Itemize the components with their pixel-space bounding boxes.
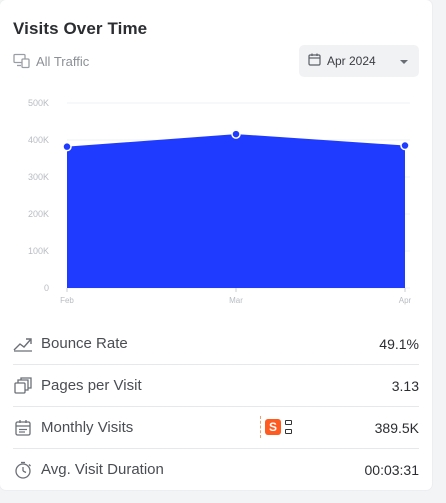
card-title: Visits Over Time [13,19,148,38]
y-tick-label: 400K [28,135,49,145]
extension-icon: S [265,419,281,435]
x-tick-label: Apr [399,296,412,305]
x-tick-label: Mar [229,296,243,305]
metric-label: Avg. Visit Duration [41,461,164,478]
metric-value: 3.13 [391,377,419,394]
traffic-label: All Traffic [36,53,90,69]
calendar-icon [13,418,33,438]
metric-label: Pages per Visit [41,377,142,394]
metrics-list: Bounce Rate 49.1% Pages per Visit 3.13 [13,323,419,490]
period-value: Apr 2024 [327,54,376,68]
metric-bounce-rate: Bounce Rate 49.1% [13,323,419,365]
drag-handle-icon [285,420,292,434]
data-point [62,141,72,152]
visits-card: Visits Over Time All Traffic Apr 2024 50… [0,0,432,490]
area-series [67,134,405,288]
traffic-filter: All Traffic [13,53,89,69]
stopwatch-icon [13,460,33,480]
data-point [231,129,241,139]
metric-pages-per-visit: Pages per Visit 3.13 [13,365,419,407]
x-tick-label: Feb [60,296,74,305]
metric-value: 00:03:31 [364,461,420,478]
y-tick-label: 0 [44,283,49,293]
y-tick-label: 200K [28,209,49,219]
y-tick-label: 100K [28,246,49,256]
metric-value: 389.5K [374,419,419,436]
calendar-icon [308,53,321,69]
devices-icon [13,53,31,69]
metric-value: 49.1% [379,335,419,352]
metric-label: Bounce Rate [41,335,128,352]
metric-label: Monthly Visits [41,419,134,436]
trend-icon [13,334,33,354]
chevron-down-icon [399,54,409,68]
data-point [400,140,410,151]
y-tick-label: 500K [28,98,49,108]
metric-monthly-visits: Monthly Visits S 389.5K [13,407,419,449]
pages-icon [13,376,33,396]
y-tick-label: 300K [28,172,49,182]
metric-avg-visit-duration: Avg. Visit Duration 00:03:31 [13,449,419,490]
period-dropdown[interactable]: Apr 2024 [299,45,419,77]
divider [260,416,261,438]
visits-chart: 500K 400K 300K 200K 100K 0 Feb Mar Apr [28,98,412,305]
extension-badge[interactable]: S [260,416,292,438]
